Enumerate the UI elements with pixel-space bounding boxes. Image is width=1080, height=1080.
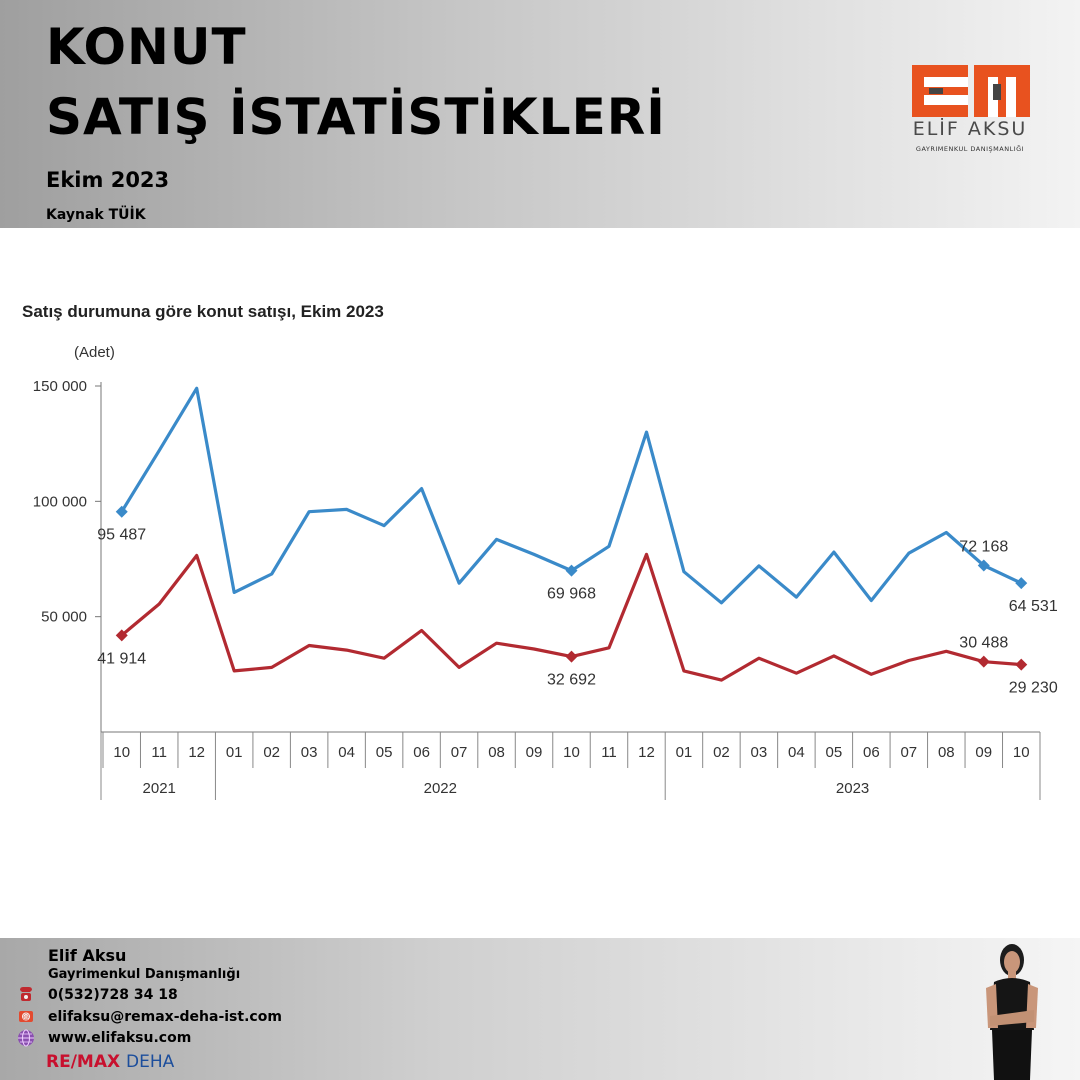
x-tick-label: 10 (563, 744, 580, 761)
logo-name: ELİF AKSU (912, 118, 1028, 140)
data-label: 30 488 (959, 635, 1008, 652)
x-tick-label: 02 (713, 744, 730, 761)
x-tick-label: 12 (188, 744, 205, 761)
data-point-marker (115, 629, 128, 642)
x-tick-label: 06 (863, 744, 880, 761)
email-icon: @ (19, 1011, 33, 1022)
data-point-marker (1015, 658, 1028, 671)
x-tick-label: 08 (938, 744, 955, 761)
contact-footer: Elif Aksu Gayrimenkul Danışmanlığı 0(532… (0, 938, 1080, 1080)
data-label: 64 531 (1009, 598, 1058, 615)
x-tick-label: 11 (151, 744, 167, 761)
y-tick-label: 50 000 (41, 609, 87, 626)
contact-website[interactable]: www.elifaksu.com (48, 1030, 192, 1046)
remax-brand: RE/MAX DEHA (46, 1052, 174, 1072)
phone-icon (20, 987, 32, 1001)
x-tick-label: 11 (601, 744, 617, 761)
svg-text:@: @ (23, 1013, 30, 1021)
contact-email[interactable]: elifaksu@remax-deha-ist.com (48, 1009, 282, 1025)
year-label: 2021 (143, 780, 176, 797)
x-tick-label: 02 (263, 744, 280, 761)
data-label: 72 168 (959, 539, 1008, 556)
data-point-marker (565, 564, 578, 577)
brand-logo: ELİF AKSU GAYRIMENKUL DANIŞMANLIĞI (902, 62, 1038, 162)
x-tick-label: 05 (826, 744, 843, 761)
data-labels: 95 487 69 968 72 168 64 531 41 914 32 692 30 4… (97, 527, 1058, 697)
source-label: Kaynak TÜİK (46, 207, 146, 223)
data-label: 69 968 (547, 586, 596, 603)
page-title-line2: SATIŞ İSTATİSTİKLERİ (46, 88, 666, 146)
x-tick-label: 07 (451, 744, 468, 761)
x-tick-label: 09 (975, 744, 992, 761)
y-tick-label: 150 000 (33, 378, 87, 395)
agent-photo (986, 944, 1038, 1080)
logo-mark-icon (912, 65, 1030, 117)
chart-title: Satış durumuna göre konut satışı, Ekim 2… (22, 302, 384, 321)
series-markers (115, 505, 1028, 671)
data-label: 32 692 (547, 672, 596, 689)
contact-phone[interactable]: 0(532)728 34 18 (48, 987, 178, 1003)
x-tick-label: 10 (1013, 744, 1030, 761)
x-tick-label: 09 (526, 744, 543, 761)
data-point-marker (977, 559, 990, 572)
x-tick-label: 07 (900, 744, 917, 761)
x-tick-label: 04 (338, 744, 355, 761)
header-banner: KONUT SATIŞ İSTATİSTİKLERİ Ekim 2023 Kay… (0, 0, 1080, 228)
x-tick-label: 12 (638, 744, 655, 761)
y-tick-label: 100 000 (33, 493, 87, 510)
page-title-line1: KONUT (46, 18, 247, 76)
data-point-marker (565, 650, 578, 663)
brand-name: RE/MAX (46, 1052, 121, 1072)
data-point-marker (115, 505, 128, 518)
period-label: Ekim 2023 (46, 168, 170, 192)
data-label: 29 230 (1009, 680, 1058, 697)
sales-line-chart: Satış durumuna göre konut satışı, Ekim 2… (22, 302, 1058, 800)
x-tick-label: 03 (301, 744, 318, 761)
x-tick-label: 08 (488, 744, 505, 761)
x-tick-label: 01 (226, 744, 243, 761)
contact-name: Elif Aksu (48, 946, 127, 965)
globe-icon (18, 1029, 34, 1047)
x-tick-label: 04 (788, 744, 805, 761)
logo-subtitle: GAYRIMENKUL DANIŞMANLIĞI (915, 145, 1025, 153)
contact-role: Gayrimenkul Danışmanlığı (48, 967, 241, 982)
year-label: 2022 (424, 780, 457, 797)
x-tick-label: 06 (413, 744, 430, 761)
series-lines (120, 386, 1022, 682)
x-tick-label: 03 (751, 744, 768, 761)
x-tick-label: 01 (676, 744, 693, 761)
brand-office: DEHA (126, 1052, 175, 1072)
x-tick-label: 10 (113, 744, 130, 761)
x-tick-label: 05 (376, 744, 393, 761)
y-axis-unit: (Adet) (74, 344, 115, 361)
data-point-marker (977, 655, 990, 668)
data-point-marker (1015, 577, 1028, 590)
data-label: 95 487 (97, 527, 146, 544)
year-label: 2023 (836, 780, 869, 797)
chart-axes: 50 000 100 000 150 000 10 11 12 01 02 03 04 05 06 07… (33, 378, 1041, 800)
data-label: 41 914 (97, 650, 146, 667)
